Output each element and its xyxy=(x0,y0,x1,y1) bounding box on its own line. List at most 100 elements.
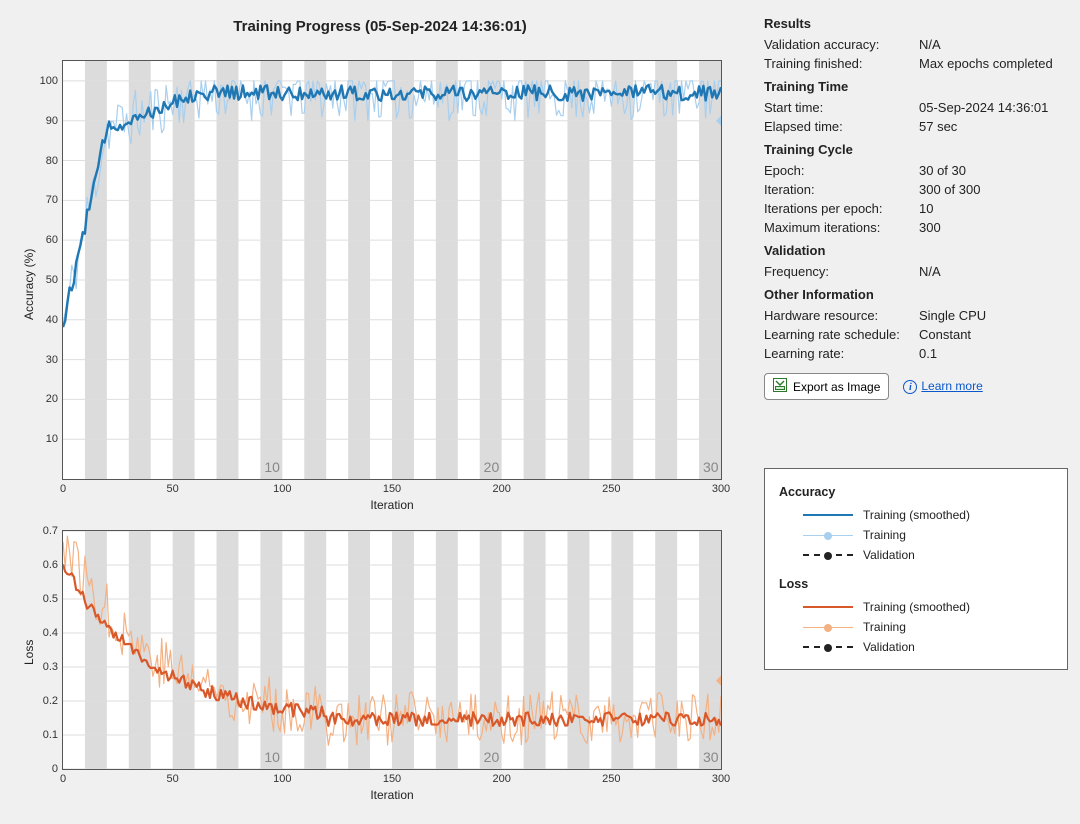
legend-item: Training xyxy=(779,617,1053,637)
x-tick: 100 xyxy=(273,479,291,495)
x-tick: 250 xyxy=(602,769,620,785)
y-tick: 30 xyxy=(27,354,63,366)
x-tick: 150 xyxy=(383,479,401,495)
charts-panel: Training Progress (05-Sep-2024 14:36:01)… xyxy=(0,0,760,824)
info-row: Elapsed time:57 sec xyxy=(764,117,1068,136)
x-tick: 50 xyxy=(167,769,179,785)
legend-item: Validation xyxy=(779,637,1053,657)
learn-more-link[interactable]: iLearn more xyxy=(903,379,982,395)
info-key: Frequency: xyxy=(764,264,919,279)
epoch-marker: 10 xyxy=(264,749,280,765)
epoch-marker: 10 xyxy=(264,459,280,475)
info-key: Training finished: xyxy=(764,56,919,71)
epoch-marker: 20 xyxy=(484,459,500,475)
info-key: Start time: xyxy=(764,100,919,115)
page-title: Training Progress (05-Sep-2024 14:36:01) xyxy=(0,0,760,35)
legend-item: Training xyxy=(779,525,1053,545)
info-value: Constant xyxy=(919,327,1068,342)
x-tick: 0 xyxy=(60,769,66,785)
info-row: Start time:05-Sep-2024 14:36:01 xyxy=(764,98,1068,117)
legend-item: Validation xyxy=(779,545,1053,565)
y-tick: 70 xyxy=(27,194,63,206)
y-tick: 20 xyxy=(27,393,63,405)
legend-loss-heading: Loss xyxy=(779,577,1053,591)
x-tick: 250 xyxy=(602,479,620,495)
info-key: Learning rate: xyxy=(764,346,919,361)
legend-item: Training (smoothed) xyxy=(779,505,1053,525)
info-row: Learning rate:0.1 xyxy=(764,344,1068,363)
info-row: Frequency:N/A xyxy=(764,262,1068,281)
info-key: Epoch: xyxy=(764,163,919,178)
x-tick: 300 xyxy=(712,479,730,495)
info-key: Maximum iterations: xyxy=(764,220,919,235)
y-tick: 50 xyxy=(27,274,63,286)
epoch-marker: 30 xyxy=(703,749,719,765)
info-value: N/A xyxy=(919,264,1068,279)
y-tick: 100 xyxy=(27,75,63,87)
info-key: Validation accuracy: xyxy=(764,37,919,52)
x-tick: 100 xyxy=(273,769,291,785)
section-heading: Training Time xyxy=(764,79,1068,94)
y-tick: 0.7 xyxy=(27,525,63,537)
info-value: 05-Sep-2024 14:36:01 xyxy=(919,100,1068,115)
section-heading: Validation xyxy=(764,243,1068,258)
info-row: Iteration:300 of 300 xyxy=(764,180,1068,199)
y-tick: 0.2 xyxy=(27,695,63,707)
info-key: Iteration: xyxy=(764,182,919,197)
info-row: Iterations per epoch:10 xyxy=(764,199,1068,218)
info-icon: i xyxy=(903,380,917,394)
x-tick: 0 xyxy=(60,479,66,495)
info-value: 300 of 300 xyxy=(919,182,1068,197)
y-tick: 60 xyxy=(27,234,63,246)
y-tick: 0.4 xyxy=(27,627,63,639)
accuracy-xlabel: Iteration xyxy=(62,498,722,512)
x-tick: 150 xyxy=(383,769,401,785)
info-value: 30 of 30 xyxy=(919,163,1068,178)
y-tick: 40 xyxy=(27,314,63,326)
section-heading: Results xyxy=(764,16,1068,31)
info-value: 0.1 xyxy=(919,346,1068,361)
info-value: Max epochs completed xyxy=(919,56,1068,71)
info-value: 300 xyxy=(919,220,1068,235)
section-heading: Training Cycle xyxy=(764,142,1068,157)
export-label: Export as Image xyxy=(793,380,880,394)
info-key: Hardware resource: xyxy=(764,308,919,323)
export-icon xyxy=(773,378,787,395)
info-row: Maximum iterations:300 xyxy=(764,218,1068,237)
loss-xlabel: Iteration xyxy=(62,788,722,802)
export-as-image-button[interactable]: Export as Image xyxy=(764,373,889,400)
x-tick: 50 xyxy=(167,479,179,495)
info-value: N/A xyxy=(919,37,1068,52)
epoch-marker: 20 xyxy=(484,749,500,765)
x-tick: 300 xyxy=(712,769,730,785)
info-row: Epoch:30 of 30 xyxy=(764,161,1068,180)
info-value: Single CPU xyxy=(919,308,1068,323)
y-tick: 0.6 xyxy=(27,559,63,571)
info-row: Hardware resource:Single CPU xyxy=(764,306,1068,325)
sidebar: ResultsValidation accuracy:N/ATraining f… xyxy=(760,0,1080,824)
y-tick: 0.3 xyxy=(27,661,63,673)
info-key: Elapsed time: xyxy=(764,119,919,134)
x-tick: 200 xyxy=(492,479,510,495)
legend-item: Training (smoothed) xyxy=(779,597,1053,617)
y-tick: 80 xyxy=(27,155,63,167)
info-key: Learning rate schedule: xyxy=(764,327,919,342)
section-heading: Other Information xyxy=(764,287,1068,302)
y-tick: 10 xyxy=(27,433,63,445)
loss-chart: 00.10.20.30.40.50.60.7050100150200250300… xyxy=(62,530,722,770)
x-tick: 200 xyxy=(492,769,510,785)
info-key: Iterations per epoch: xyxy=(764,201,919,216)
legend-accuracy-heading: Accuracy xyxy=(779,485,1053,499)
info-row: Learning rate schedule:Constant xyxy=(764,325,1068,344)
legend-box: Accuracy Training (smoothed) Training Va… xyxy=(764,468,1068,670)
info-row: Training finished:Max epochs completed xyxy=(764,54,1068,73)
info-row: Validation accuracy:N/A xyxy=(764,35,1068,54)
info-value: 10 xyxy=(919,201,1068,216)
y-tick: 90 xyxy=(27,115,63,127)
y-tick: 0 xyxy=(27,763,63,775)
y-tick: 0.5 xyxy=(27,593,63,605)
y-tick: 0.1 xyxy=(27,729,63,741)
info-value: 57 sec xyxy=(919,119,1068,134)
accuracy-chart: 1020304050607080901000501001502002503001… xyxy=(62,60,722,480)
epoch-marker: 30 xyxy=(703,459,719,475)
